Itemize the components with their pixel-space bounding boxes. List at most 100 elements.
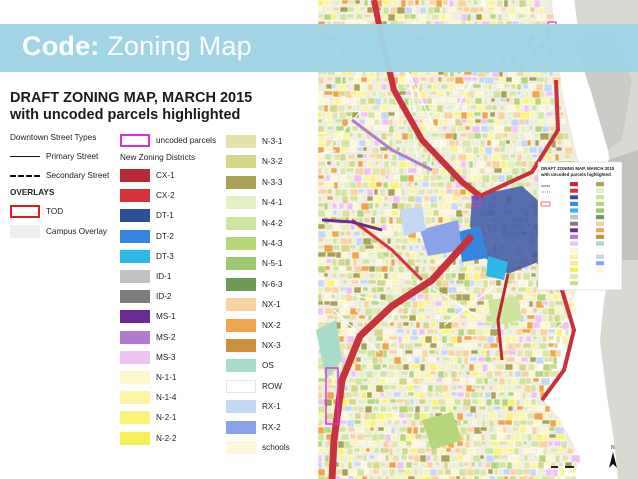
inset-swatch xyxy=(569,221,579,226)
inset-swatch xyxy=(595,267,605,273)
legend-swatch-n-1-4 xyxy=(120,391,150,405)
inset-swatch xyxy=(569,274,579,279)
legend-swatch-cx-2 xyxy=(120,189,150,203)
legend-label-ms-3: MS-3 xyxy=(156,352,176,362)
inset-swatch xyxy=(569,234,579,240)
inset-swatch xyxy=(569,228,579,233)
legend-title: DRAFT ZONING MAP, MARCH 2015 with uncode… xyxy=(10,90,252,124)
legend-swatch-ms-2 xyxy=(120,330,150,344)
inset-swatch xyxy=(569,188,579,193)
legend-swatch-ms-1 xyxy=(120,310,150,324)
legend-label-n-3-1: N-3-1 xyxy=(262,137,283,146)
inset-swatch xyxy=(595,188,605,193)
inset-swatch xyxy=(595,195,605,200)
rx-area xyxy=(420,220,462,256)
legend-label-n-2-1: N-2-1 xyxy=(156,413,177,423)
legend-label-cx-1: CX-1 xyxy=(156,171,175,180)
legend-label-cx-2: CX-2 xyxy=(156,191,175,201)
inset-swatch xyxy=(569,195,579,200)
tod-symbol xyxy=(10,205,40,218)
north-arrow-icon: N xyxy=(609,445,617,468)
inset-swatch xyxy=(595,254,605,259)
legend-swatch-n-3-2 xyxy=(226,155,256,169)
legend-label-rx-1: RX-1 xyxy=(262,402,281,412)
inset-swatch xyxy=(595,201,605,207)
uncoded-parcels-symbol xyxy=(120,134,150,147)
inset-swatch xyxy=(595,181,605,187)
open-space xyxy=(422,412,462,450)
secondary-street-symbol xyxy=(10,175,40,177)
legend-label-n-6-3: N-6-3 xyxy=(262,279,283,289)
scale-bar xyxy=(544,466,574,468)
districts-header: New Zoning Districts xyxy=(120,153,196,162)
campus-overlay-symbol xyxy=(10,225,40,238)
legend-label-dt-2: DT-2 xyxy=(156,231,174,241)
legend-swatch-schools xyxy=(226,441,256,454)
open-space xyxy=(316,320,342,380)
corridor xyxy=(496,273,510,361)
inset-swatch xyxy=(595,261,605,266)
map-margin xyxy=(312,0,318,479)
zoning-map-graphic[interactable]: DRAFT ZONING MAP, MARCH 2015 with uncode… xyxy=(312,0,638,479)
inset-swatch xyxy=(595,214,605,220)
inset-swatch xyxy=(569,280,579,286)
legend-swatch-n-6-3 xyxy=(226,277,256,291)
river xyxy=(538,0,618,479)
inset-swatch xyxy=(595,234,605,240)
map-legend: DRAFT ZONING MAP, MARCH 2015 with uncode… xyxy=(6,84,304,464)
overlays-header: OVERLAYS xyxy=(10,188,55,197)
legend-swatch-n-4-3 xyxy=(226,237,256,250)
zoning-map[interactable]: DRAFT ZONING MAP, MARCH 2015 with uncode… xyxy=(312,0,638,479)
inset-swatch xyxy=(569,181,579,187)
street-types-header: Downtown Street Types xyxy=(10,133,97,142)
slide-title-bold: Code: xyxy=(22,31,100,61)
legend-label-id-2: ID-2 xyxy=(156,292,172,302)
legend-swatch-cx-1 xyxy=(120,169,150,182)
uncoded-parcels-label: uncoded parcels xyxy=(156,136,217,145)
inset-swatch xyxy=(595,221,605,226)
legend-label-n-2-2: N-2-2 xyxy=(156,433,177,443)
slide-title: Code: Zoning Map xyxy=(22,31,252,62)
inset-swatch xyxy=(569,241,579,246)
downtown-dt3 xyxy=(486,256,508,280)
corridor xyxy=(351,218,424,282)
legend-label-dt-1: DT-1 xyxy=(156,211,174,221)
legend-label-ms-2: MS-2 xyxy=(156,332,176,342)
legend-swatch-n-5-1 xyxy=(226,257,256,271)
rx-area xyxy=(400,206,426,236)
legend-swatch-dt-2 xyxy=(120,229,150,243)
legend-swatch-rx-2 xyxy=(226,420,256,434)
legend-swatch-n-3-3 xyxy=(226,175,256,189)
uncoded-parcel xyxy=(471,195,481,207)
highway xyxy=(328,233,475,479)
legend-label-n-4-3: N-4-3 xyxy=(262,239,283,248)
primary-street-label: Primary Street xyxy=(46,152,99,161)
legend-swatch-rx-1 xyxy=(226,400,256,414)
inset-swatch xyxy=(569,201,579,207)
inset-swatch xyxy=(569,261,579,266)
downtown-dt2 xyxy=(458,226,488,262)
inset-swatch xyxy=(569,247,579,253)
legend-swatch-id-2 xyxy=(120,290,150,304)
legend-label-n-1-1: N-1-1 xyxy=(156,373,177,382)
inset-swatch xyxy=(595,228,605,233)
inset-swatch xyxy=(595,208,605,213)
legend-swatch-nx-3 xyxy=(226,339,256,352)
legend-title-line1: DRAFT ZONING MAP, MARCH 2015 xyxy=(10,90,253,106)
legend-label-n-4-1: N-4-1 xyxy=(262,198,283,208)
legend-label-os: OS xyxy=(262,361,274,371)
north-label: N xyxy=(611,445,615,451)
primary-street-symbol xyxy=(10,156,40,157)
legend-swatch-n-3-1 xyxy=(226,135,256,148)
inset-swatch xyxy=(569,214,579,220)
highway xyxy=(479,79,561,198)
open-space xyxy=(488,296,522,326)
downtown-core xyxy=(470,186,544,274)
legend-swatch-row xyxy=(226,379,256,393)
legend-label-n-1-4: N-1-4 xyxy=(156,393,177,403)
title-banner: Code: Zoning Map xyxy=(0,24,638,72)
legend-label-n-3-3: N-3-3 xyxy=(262,177,283,187)
inset-title-line2: with uncoded parcels highlighted xyxy=(540,172,611,177)
legend-label-n-4-2: N-4-2 xyxy=(262,218,283,228)
legend-label-nx-1: NX-1 xyxy=(262,300,281,310)
